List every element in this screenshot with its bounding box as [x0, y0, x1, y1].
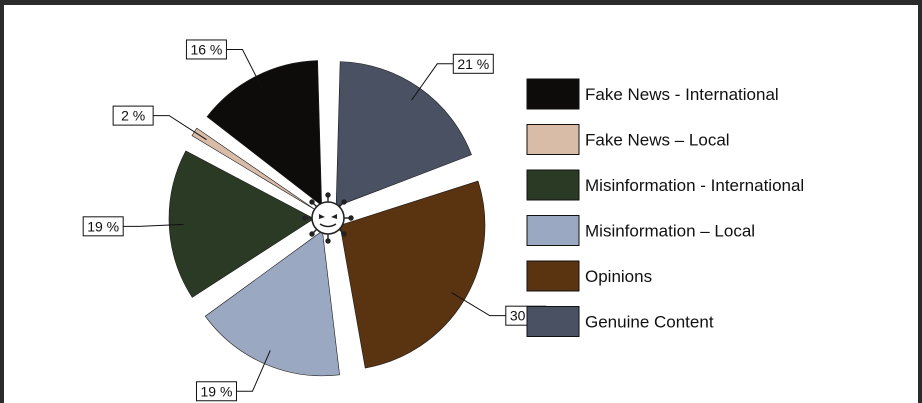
legend-label-genuine-content: Genuine Content	[585, 313, 714, 332]
legend-swatch-misinformation-local	[526, 215, 580, 246]
label-box-fake-news-local	[112, 105, 154, 126]
legend-label-misinformation-local: Misinformation – Local	[585, 222, 755, 241]
label-leaders	[123, 48, 506, 392]
label-box-genuine-content	[452, 53, 494, 74]
legend-label-misinformation-international: Misinformation - International	[585, 176, 804, 195]
leader-misinformation-international	[123, 223, 184, 227]
legend-swatch-opinions	[526, 260, 580, 292]
legend-label-fake-news-international: Fake News - International	[585, 85, 779, 104]
data-label-misinformation-local: 19 %	[201, 383, 233, 399]
leader-genuine-content	[411, 63, 454, 101]
legend-swatch-fake-news-international	[526, 78, 580, 110]
data-label-misinformation-international: 19 %	[87, 218, 119, 234]
leader-fake-news-international	[226, 48, 264, 90]
leader-misinformation-local	[236, 350, 271, 392]
data-label-genuine-content: 21 %	[457, 56, 489, 72]
legend-swatch-genuine-content	[526, 306, 580, 337]
label-box-misinformation-local	[195, 381, 237, 402]
data-label-fake-news-local: 2 %	[121, 108, 145, 124]
leader-opinions	[451, 292, 506, 317]
leader-fake-news-local	[153, 115, 207, 141]
legend: Fake News - International Fake News – Loc…	[526, 78, 804, 337]
slice-genuine-content	[335, 61, 472, 208]
legend-label-opinions: Opinions	[585, 267, 652, 286]
label-box-misinformation-international	[82, 216, 124, 237]
legend-swatch-fake-news-local	[526, 124, 580, 155]
legend-swatch-misinformation-international	[526, 169, 580, 201]
virus-face-icon	[302, 192, 354, 244]
legend-label-fake-news-local: Fake News – Local	[585, 131, 730, 150]
data-label-fake-news-international: 16 %	[190, 41, 222, 57]
label-box-fake-news-international	[185, 39, 227, 60]
pie-chart: 21 %30 %19 %19 %2 %16 % Fake News - Inte…	[82, 39, 804, 402]
slice-opinions	[339, 180, 486, 369]
